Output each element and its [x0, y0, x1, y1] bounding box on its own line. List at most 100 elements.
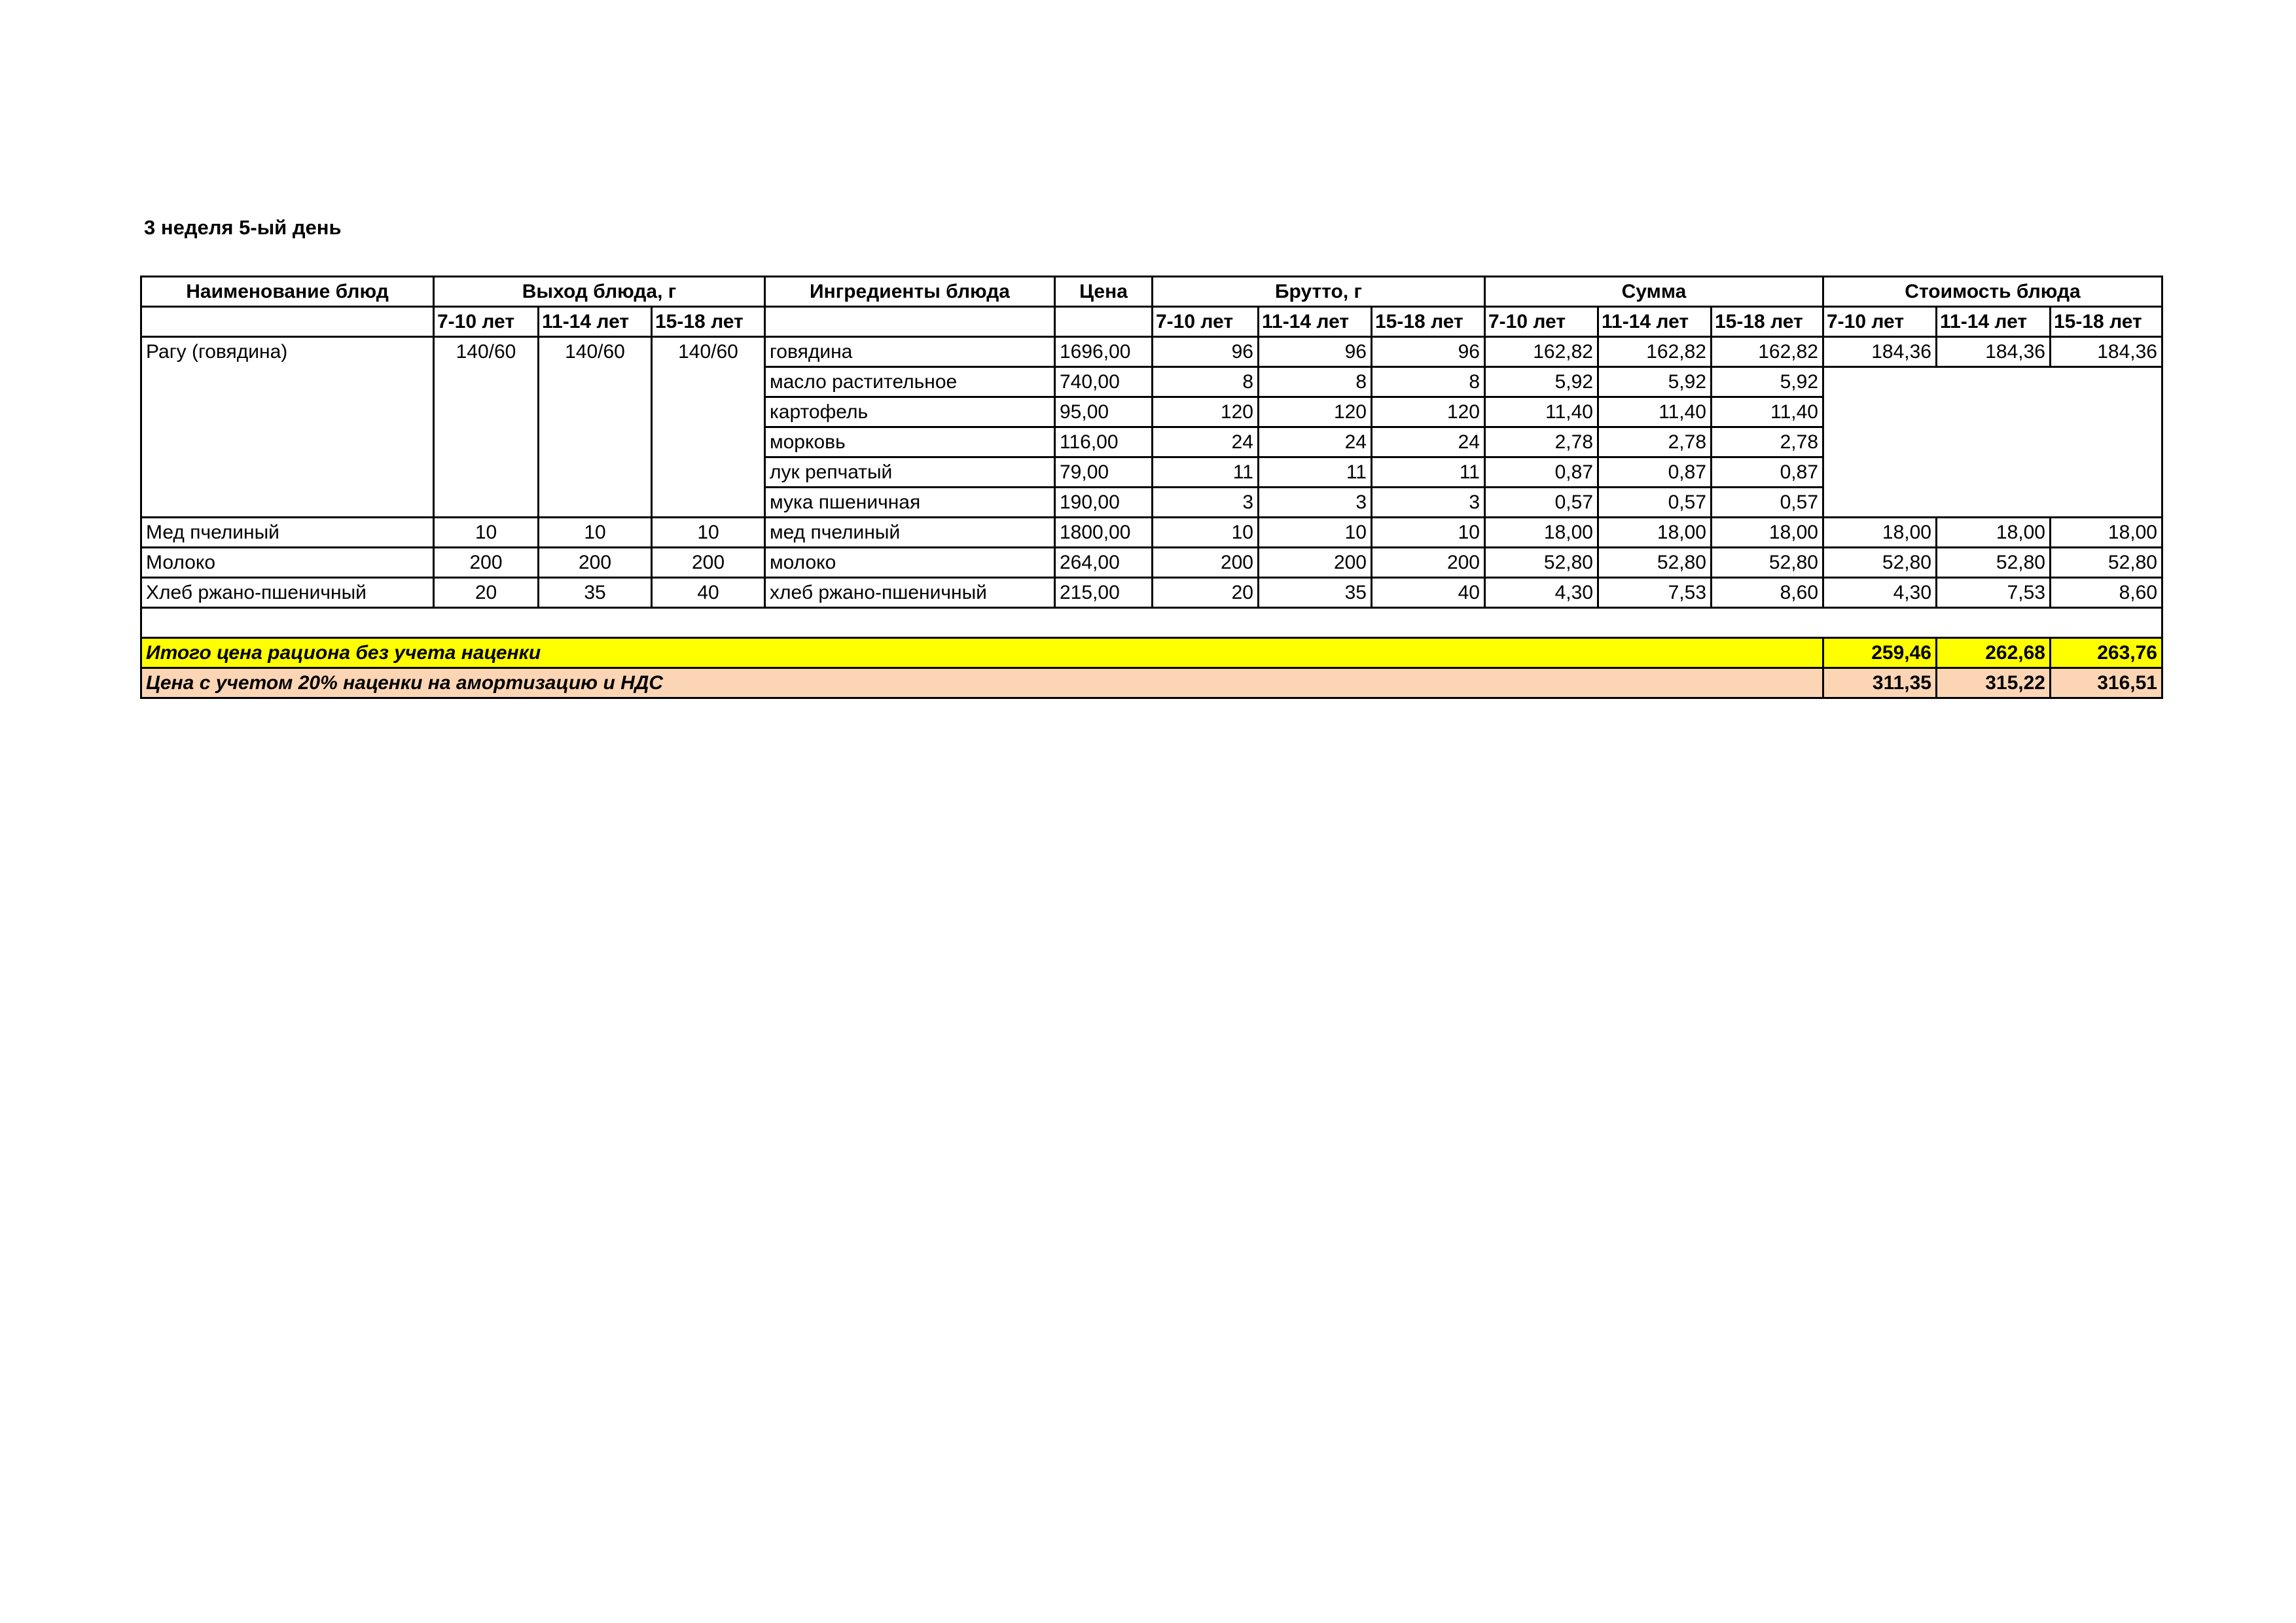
dish-cost: 184,36 [2049, 336, 2163, 368]
ingredient-gross: 8 [1151, 366, 1259, 398]
age-group-header: 15-18 лет [651, 306, 766, 338]
subheader-row: 7-10 лет 11-14 лет 15-18 лет 7-10 лет 11-14 … [140, 306, 2163, 338]
age-group-header: 7-10 лет [1151, 306, 1259, 338]
header-ingredients: Ингредиенты блюда [764, 276, 1056, 308]
ingredient-gross: 3 [1371, 486, 1486, 518]
header-dish-cost: Стоимость блюда [1822, 276, 2163, 308]
ingredient-gross: 120 [1151, 396, 1259, 428]
total-label: Цена с учетом 20% наценки на амортизацию… [140, 667, 1824, 699]
ingredient-sum: 11,40 [1484, 396, 1599, 428]
age-group-header: 11-14 лет [1935, 306, 2051, 338]
total-value: 262,68 [1935, 637, 2051, 669]
ingredient-sum: 4,30 [1484, 577, 1599, 609]
ingredient-gross: 20 [1151, 577, 1259, 609]
ingredient-price: 190,00 [1054, 486, 1153, 518]
age-group-header: 7-10 лет [1484, 306, 1599, 338]
ingredient-sum: 5,92 [1597, 366, 1712, 398]
dish-cost: 52,80 [1935, 546, 2051, 579]
ingredient-sum: 18,00 [1710, 516, 1824, 548]
ingredient-gross: 40 [1371, 577, 1486, 609]
ingredient-gross: 200 [1371, 546, 1486, 579]
ingredient-sum: 162,82 [1710, 336, 1824, 368]
ingredient-gross: 3 [1151, 486, 1259, 518]
ingredient-gross: 11 [1257, 456, 1372, 488]
ingredient-sum: 162,82 [1597, 336, 1712, 368]
dish-yield: 200 [433, 546, 539, 579]
ingredient-gross: 24 [1257, 426, 1372, 458]
age-group-header: 15-18 лет [2049, 306, 2163, 338]
ingredient-name: масло растительное [764, 366, 1056, 398]
dish-yield: 35 [537, 577, 653, 609]
dish-cost: 7,53 [1935, 577, 2051, 609]
total-value: 316,51 [2049, 667, 2163, 699]
ingredient-price: 1800,00 [1054, 516, 1153, 548]
ingredient-sum: 0,57 [1484, 486, 1599, 518]
ingredient-price: 116,00 [1054, 426, 1153, 458]
ingredient-sum: 5,92 [1710, 366, 1824, 398]
ingredient-gross: 24 [1151, 426, 1259, 458]
table-row: мука пшеничная 190,00 3 3 3 0,57 0,57 0,57 [141, 486, 2162, 518]
ingredient-gross: 96 [1151, 336, 1259, 368]
total-value: 263,76 [2049, 637, 2163, 669]
ingredient-name: мука пшеничная [764, 486, 1056, 518]
age-group-header: 7-10 лет [1822, 306, 1937, 338]
ingredient-sum: 18,00 [1597, 516, 1712, 548]
ingredient-sum: 0,57 [1710, 486, 1824, 518]
ingredient-gross: 10 [1151, 516, 1259, 548]
ingredient-sum: 7,53 [1597, 577, 1712, 609]
dish-yield: 10 [433, 516, 539, 548]
ingredient-gross: 8 [1371, 366, 1486, 398]
dish-yield: 140/60 [537, 336, 653, 518]
ingredient-sum: 0,87 [1484, 456, 1599, 488]
table-row: лук репчатый 79,00 11 11 11 0,87 0,87 0,87 [141, 456, 2162, 488]
ingredient-sum: 11,40 [1597, 396, 1712, 428]
total-value: 315,22 [1935, 667, 2051, 699]
ingredient-gross: 35 [1257, 577, 1372, 609]
ingredient-sum: 162,82 [1484, 336, 1599, 368]
header-price: Цена [1054, 276, 1153, 308]
ingredient-sum: 5,92 [1484, 366, 1599, 398]
header-gross: Брутто, г [1151, 276, 1486, 308]
ingredient-sum: 52,80 [1597, 546, 1712, 579]
ingredient-price: 264,00 [1054, 546, 1153, 579]
dish-yield: 10 [651, 516, 766, 548]
ingredient-gross: 200 [1257, 546, 1372, 579]
dish-yield: 140/60 [651, 336, 766, 518]
ingredient-sum: 18,00 [1484, 516, 1599, 548]
dish-cost: 52,80 [2049, 546, 2163, 579]
table-row: морковь 116,00 24 24 24 2,78 2,78 2,78 [141, 426, 2162, 458]
ingredient-sum: 8,60 [1710, 577, 1824, 609]
ingredient-sum: 0,87 [1710, 456, 1824, 488]
dish-cost: 52,80 [1822, 546, 1937, 579]
empty-cell [140, 607, 2163, 639]
ingredient-gross: 120 [1257, 396, 1372, 428]
ingredient-gross: 10 [1257, 516, 1372, 548]
table-row: Молоко 200 200 200 молоко 264,00 200 200 200 52,8… [140, 546, 2163, 579]
spacer-row [140, 607, 2163, 639]
empty-cell [1054, 306, 1153, 338]
menu-cost-table: Наименование блюд Выход блюда, г Ингредиен… [140, 276, 2163, 699]
total-value: 259,46 [1822, 637, 1937, 669]
dish-yield: 200 [651, 546, 766, 579]
dish-cost: 18,00 [1935, 516, 2051, 548]
ingredient-gross: 120 [1371, 396, 1486, 428]
empty-cell [1822, 366, 2163, 518]
ingredient-price: 95,00 [1054, 396, 1153, 428]
dish-yield: 200 [537, 546, 653, 579]
ingredient-sum: 2,78 [1484, 426, 1599, 458]
header-sum: Сумма [1484, 276, 1824, 308]
ingredient-price: 1696,00 [1054, 336, 1153, 368]
ingredient-name: картофель [764, 396, 1056, 428]
header-row: Наименование блюд Выход блюда, г Ингредиен… [140, 276, 2163, 308]
page-title: 3 неделя 5-ый день [144, 216, 342, 239]
ingredient-gross: 11 [1371, 456, 1486, 488]
ingredient-sum: 52,80 [1484, 546, 1599, 579]
age-group-header: 11-14 лет [537, 306, 653, 338]
table-row: Хлеб ржано-пшеничный 20 35 40 хлеб ржано-пше… [140, 577, 2163, 609]
age-group-header: 11-14 лет [1597, 306, 1712, 338]
table-row: масло растительное 740,00 8 8 8 5,92 5,92 5,92 [141, 366, 2163, 518]
age-group-header: 15-18 лет [1710, 306, 1824, 338]
ingredient-gross: 8 [1257, 366, 1372, 398]
dish-cost: 184,36 [1822, 336, 1937, 368]
total-with-markup-row: Цена с учетом 20% наценки на амортизацию… [140, 667, 2163, 699]
